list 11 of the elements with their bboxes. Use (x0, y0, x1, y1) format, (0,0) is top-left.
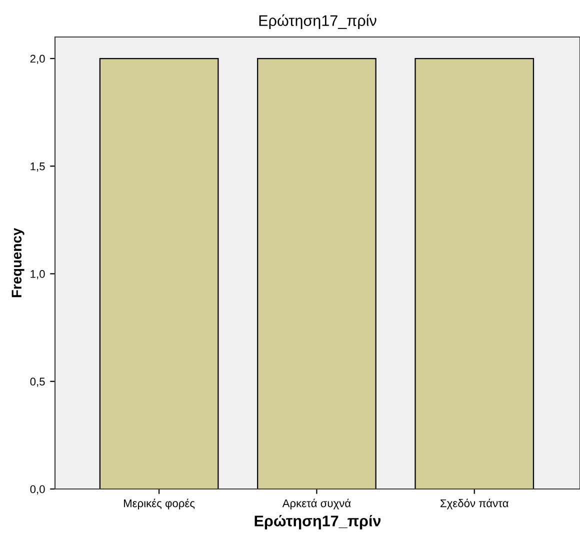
y-axis-title: Frequency (12, 228, 24, 298)
x-axis-title: Ερώτηση17_πρίν (254, 514, 381, 530)
y-tick-label: 0,0 (30, 485, 45, 494)
x-tick-label: Μερικές φορές (124, 498, 195, 510)
x-tick-label: Αρκετά συχνά (282, 498, 351, 510)
x-tick-label: Σχεδόν πάντα (440, 498, 508, 510)
y-tick-label: 0,5 (30, 378, 45, 387)
y-tick-label: 1,0 (30, 270, 45, 280)
y-tick-label: 2,0 (30, 54, 45, 64)
y-tick-label: 1,5 (30, 162, 45, 172)
chart-title: Ερώτηση17_πρίν (259, 14, 376, 30)
